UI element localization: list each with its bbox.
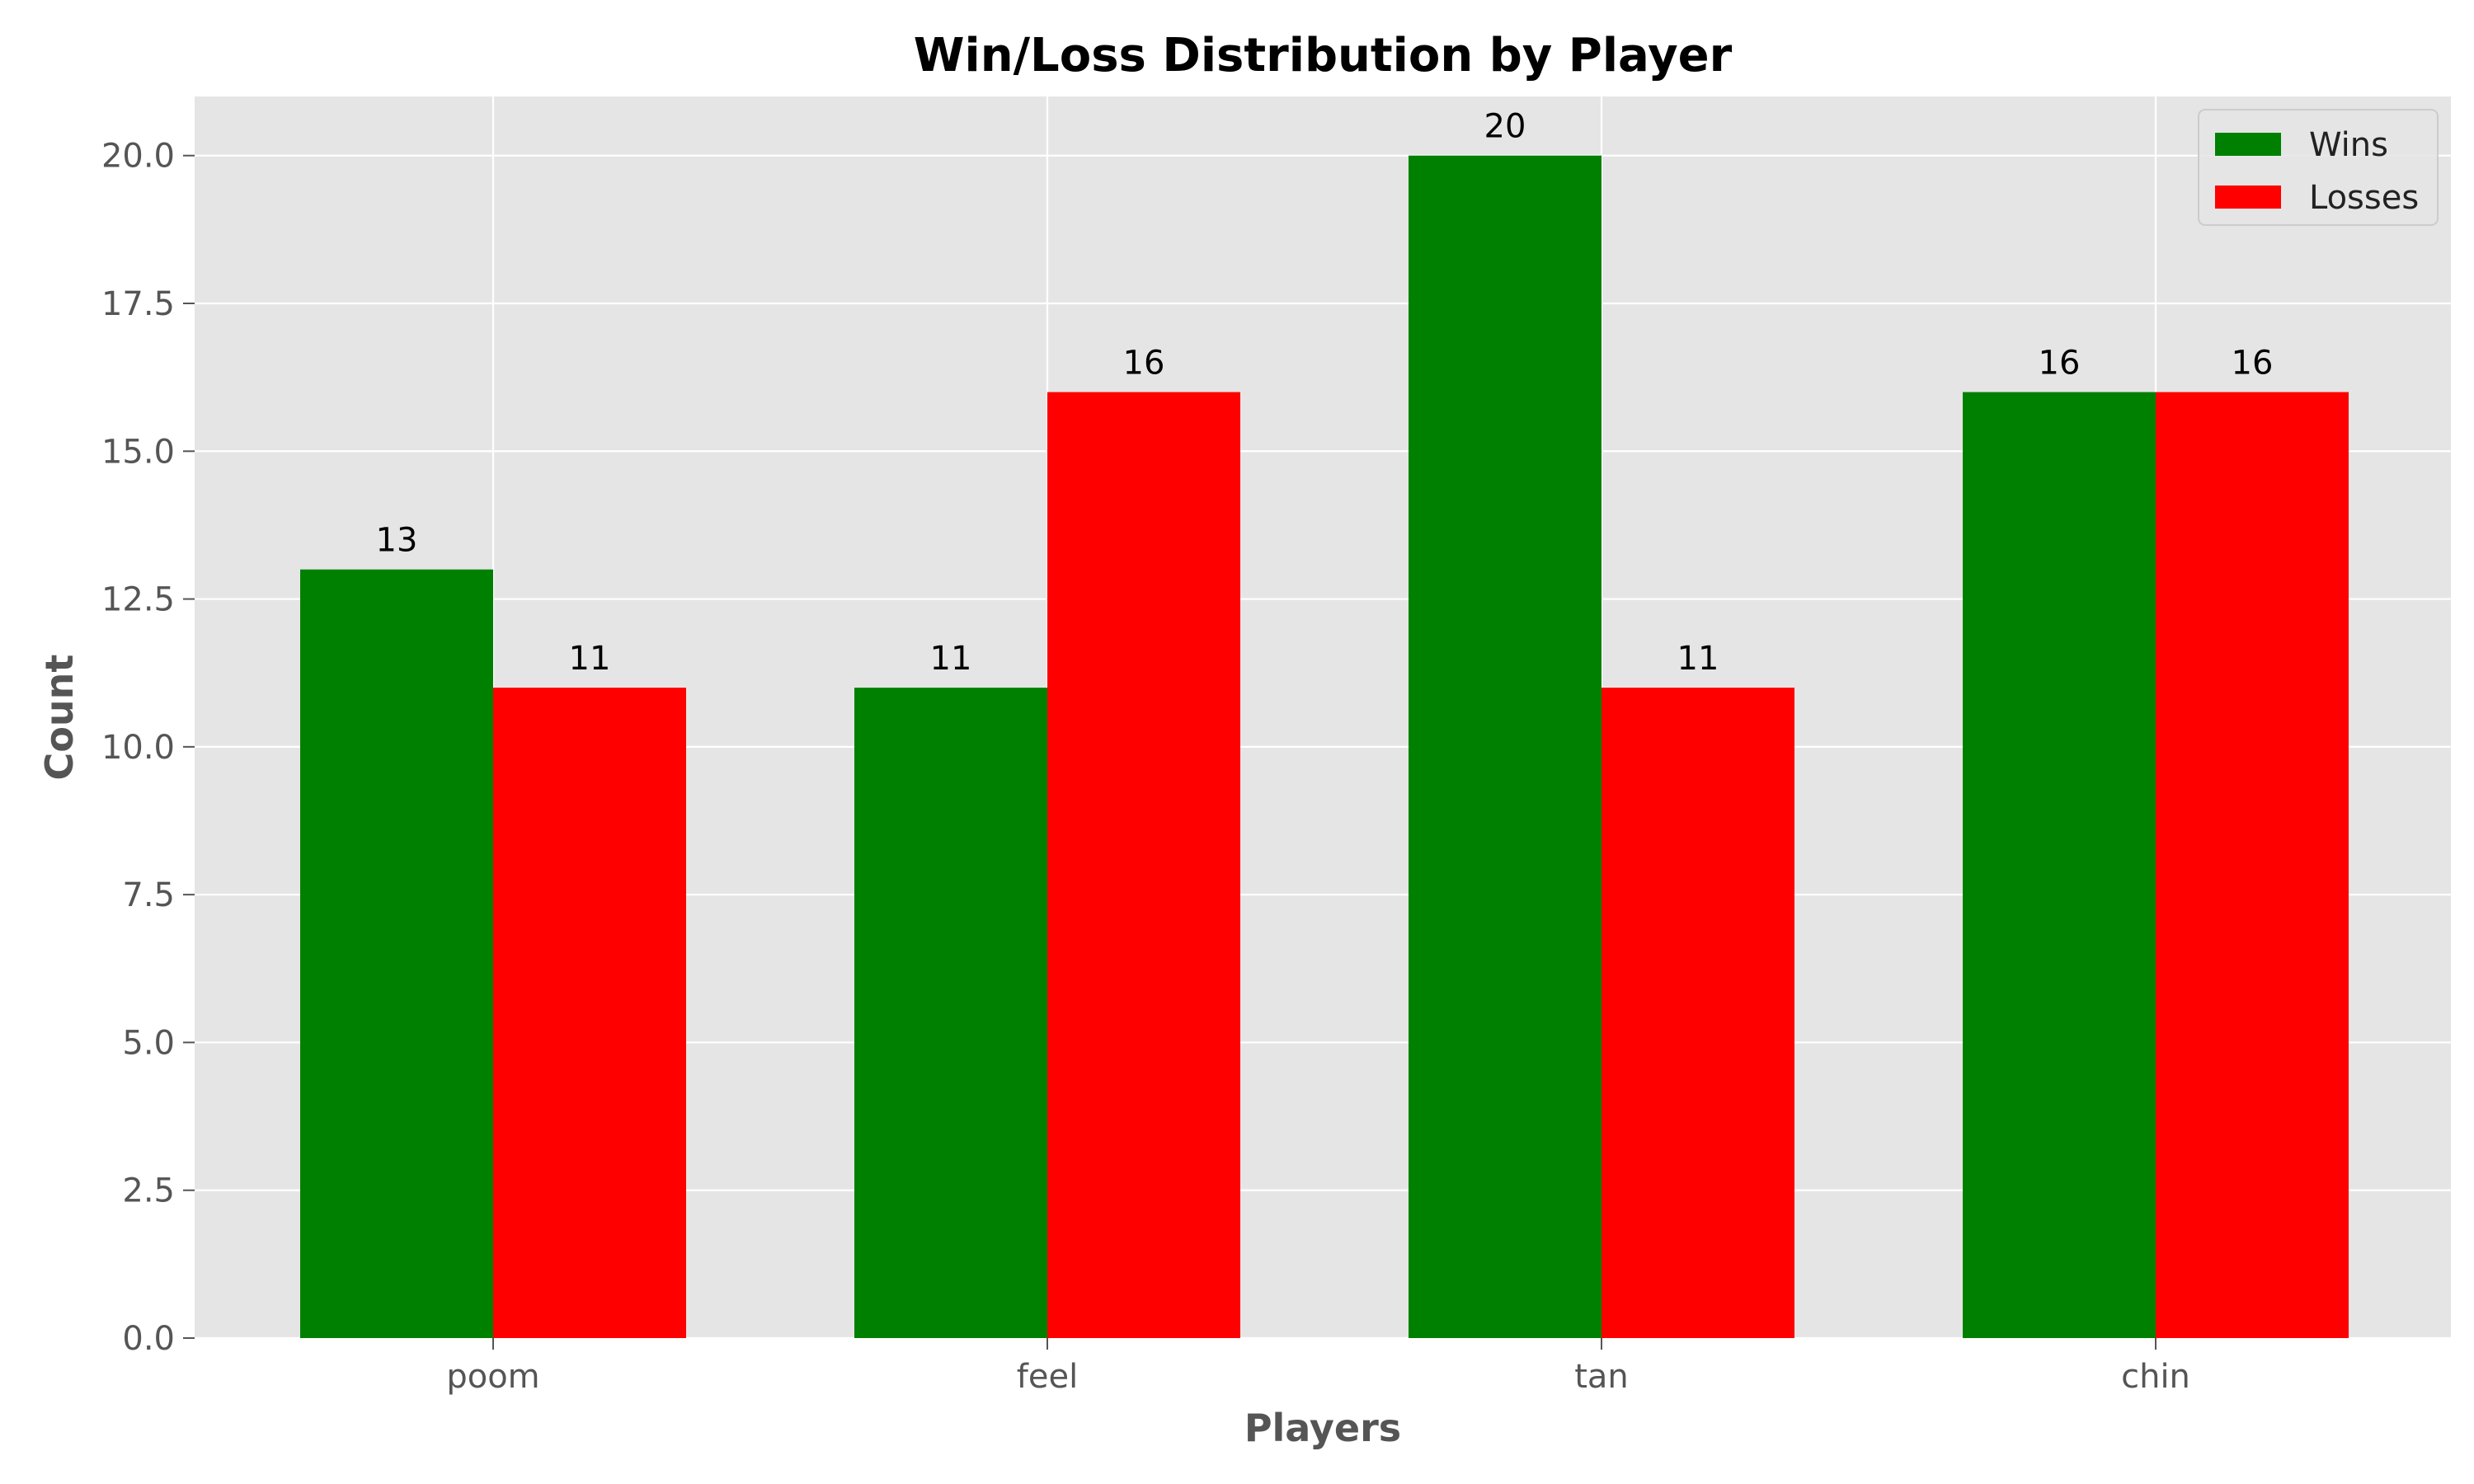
bar-losses-tan xyxy=(1602,688,1794,1338)
legend: Wins Losses xyxy=(2198,109,2439,226)
value-label-losses-feel: 16 xyxy=(1123,345,1165,383)
x-tick-label-feel: feel xyxy=(1017,1358,1078,1396)
value-label-wins-feel: 11 xyxy=(930,640,972,678)
y-tick-label: 20.0 xyxy=(101,138,175,176)
bar-wins-tan xyxy=(1409,155,1602,1339)
y-tick-label: 12.5 xyxy=(101,581,175,619)
value-label-wins-chin: 16 xyxy=(2039,345,2081,383)
legend-swatch-losses xyxy=(2215,186,2281,209)
legend-swatch-wins xyxy=(2215,133,2281,156)
y-tick-label: 17.5 xyxy=(101,285,175,323)
value-label-losses-chin: 16 xyxy=(2232,345,2274,383)
y-tick-label: 10.0 xyxy=(101,729,175,767)
bar-losses-chin xyxy=(2156,392,2349,1339)
bar-wins-feel xyxy=(854,688,1047,1338)
x-tick-label-chin: chin xyxy=(2121,1358,2190,1396)
value-label-wins-poom: 13 xyxy=(376,522,418,560)
value-label-losses-tan: 11 xyxy=(1677,640,1719,678)
value-label-wins-tan: 20 xyxy=(1484,108,1526,146)
bars xyxy=(300,155,2349,1339)
value-label-losses-poom: 11 xyxy=(569,640,611,678)
x-axis: poom feel tan chin xyxy=(446,1338,2190,1396)
y-tick-label: 2.5 xyxy=(122,1172,175,1210)
chart-title: Win/Loss Distribution by Player xyxy=(914,29,1733,82)
y-tick-label: 15.0 xyxy=(101,433,175,471)
bar-wins-poom xyxy=(300,569,493,1338)
y-tick-label: 7.5 xyxy=(122,876,175,914)
y-tick-label: 0.0 xyxy=(122,1320,175,1358)
legend-label-losses: Losses xyxy=(2309,179,2419,217)
legend-label-wins: Wins xyxy=(2309,126,2388,164)
x-tick-label-poom: poom xyxy=(446,1358,539,1396)
bar-losses-poom xyxy=(493,688,686,1338)
y-axis: 0.0 2.5 5.0 7.5 10.0 12.5 15.0 17.5 20.0 xyxy=(101,138,195,1358)
x-tick-label-tan: tan xyxy=(1574,1358,1629,1396)
y-tick-label: 5.0 xyxy=(122,1024,175,1062)
y-axis-title: Count xyxy=(37,655,82,781)
bar-wins-chin xyxy=(1963,392,2156,1339)
bar-losses-feel xyxy=(1047,392,1240,1339)
x-axis-title: Players xyxy=(1244,1406,1401,1450)
value-labels: 13 11 20 16 11 16 11 16 xyxy=(376,108,2274,678)
